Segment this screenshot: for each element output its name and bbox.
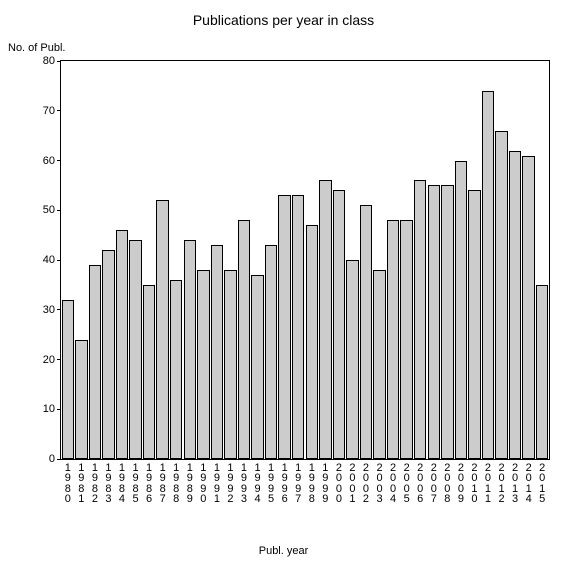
xtick-label: 2012 [495, 459, 509, 505]
bar [414, 180, 426, 459]
ytick-label: 30 [43, 304, 61, 316]
bar [102, 250, 114, 459]
xtick-label: 1995 [264, 459, 278, 505]
xtick-label: 1982 [88, 459, 102, 505]
xtick-label: 1980 [61, 459, 75, 505]
chart-container: Publications per year in class No. of Pu… [0, 0, 567, 567]
bar [319, 180, 331, 459]
bar [360, 205, 372, 459]
xtick-label: 2001 [346, 459, 360, 505]
ytick-label: 0 [49, 453, 61, 465]
xtick-label: 2008 [441, 459, 455, 505]
y-axis-label: No. of Publ. [8, 42, 65, 54]
bar [387, 220, 399, 459]
bar [455, 161, 467, 460]
bar [306, 225, 318, 459]
xtick-label: 2004 [386, 459, 400, 505]
bar [522, 156, 534, 459]
x-axis-label: Publ. year [0, 545, 567, 557]
ytick-label: 20 [43, 354, 61, 366]
plot-area: 0102030405060708019801981198219831984198… [60, 60, 550, 460]
bar [346, 260, 358, 459]
bar [238, 220, 250, 459]
xtick-label: 2011 [481, 459, 495, 505]
bar [468, 190, 480, 459]
bar [184, 240, 196, 459]
ytick-label: 80 [43, 55, 61, 67]
xtick-label: 1996 [278, 459, 292, 505]
xtick-label: 2000 [332, 459, 346, 505]
bar [251, 275, 263, 459]
bar [197, 270, 209, 459]
xtick-label: 1988 [169, 459, 183, 505]
xtick-label: 1986 [142, 459, 156, 505]
bar [400, 220, 412, 459]
xtick-label: 1984 [115, 459, 129, 505]
bar [89, 265, 101, 459]
bar [292, 195, 304, 459]
xtick-label: 1989 [183, 459, 197, 505]
chart-title: Publications per year in class [0, 12, 567, 28]
ytick-label: 60 [43, 155, 61, 167]
bar [536, 285, 548, 459]
bar [265, 245, 277, 459]
bar [482, 91, 494, 459]
xtick-label: 1993 [237, 459, 251, 505]
xtick-label: 1990 [197, 459, 211, 505]
ytick-label: 50 [43, 204, 61, 216]
bar [143, 285, 155, 459]
ytick-label: 40 [43, 254, 61, 266]
xtick-label: 1987 [156, 459, 170, 505]
xtick-label: 1991 [210, 459, 224, 505]
bar [224, 270, 236, 459]
xtick-label: 1985 [129, 459, 143, 505]
xtick-label: 2002 [359, 459, 373, 505]
xtick-label: 2010 [468, 459, 482, 505]
bar [495, 131, 507, 459]
bar [116, 230, 128, 459]
bar [509, 151, 521, 459]
bar [62, 300, 74, 459]
ytick-label: 70 [43, 105, 61, 117]
bar [333, 190, 345, 459]
xtick-label: 2014 [522, 459, 536, 505]
bar [211, 245, 223, 459]
xtick-label: 2013 [508, 459, 522, 505]
xtick-label: 1994 [251, 459, 265, 505]
xtick-label: 1999 [319, 459, 333, 505]
xtick-label: 2015 [535, 459, 549, 505]
bar [373, 270, 385, 459]
xtick-label: 1998 [305, 459, 319, 505]
xtick-label: 1992 [224, 459, 238, 505]
ytick-label: 10 [43, 403, 61, 415]
xtick-label: 1983 [102, 459, 116, 505]
xtick-label: 1981 [75, 459, 89, 505]
bar [129, 240, 141, 459]
bar [75, 340, 87, 459]
xtick-label: 2007 [427, 459, 441, 505]
xtick-label: 2005 [400, 459, 414, 505]
bar [278, 195, 290, 459]
xtick-label: 2003 [373, 459, 387, 505]
xtick-label: 2009 [454, 459, 468, 505]
bar [170, 280, 182, 459]
xtick-label: 1997 [291, 459, 305, 505]
bar [441, 185, 453, 459]
bar [156, 200, 168, 459]
xtick-label: 2006 [413, 459, 427, 505]
bar [428, 185, 440, 459]
